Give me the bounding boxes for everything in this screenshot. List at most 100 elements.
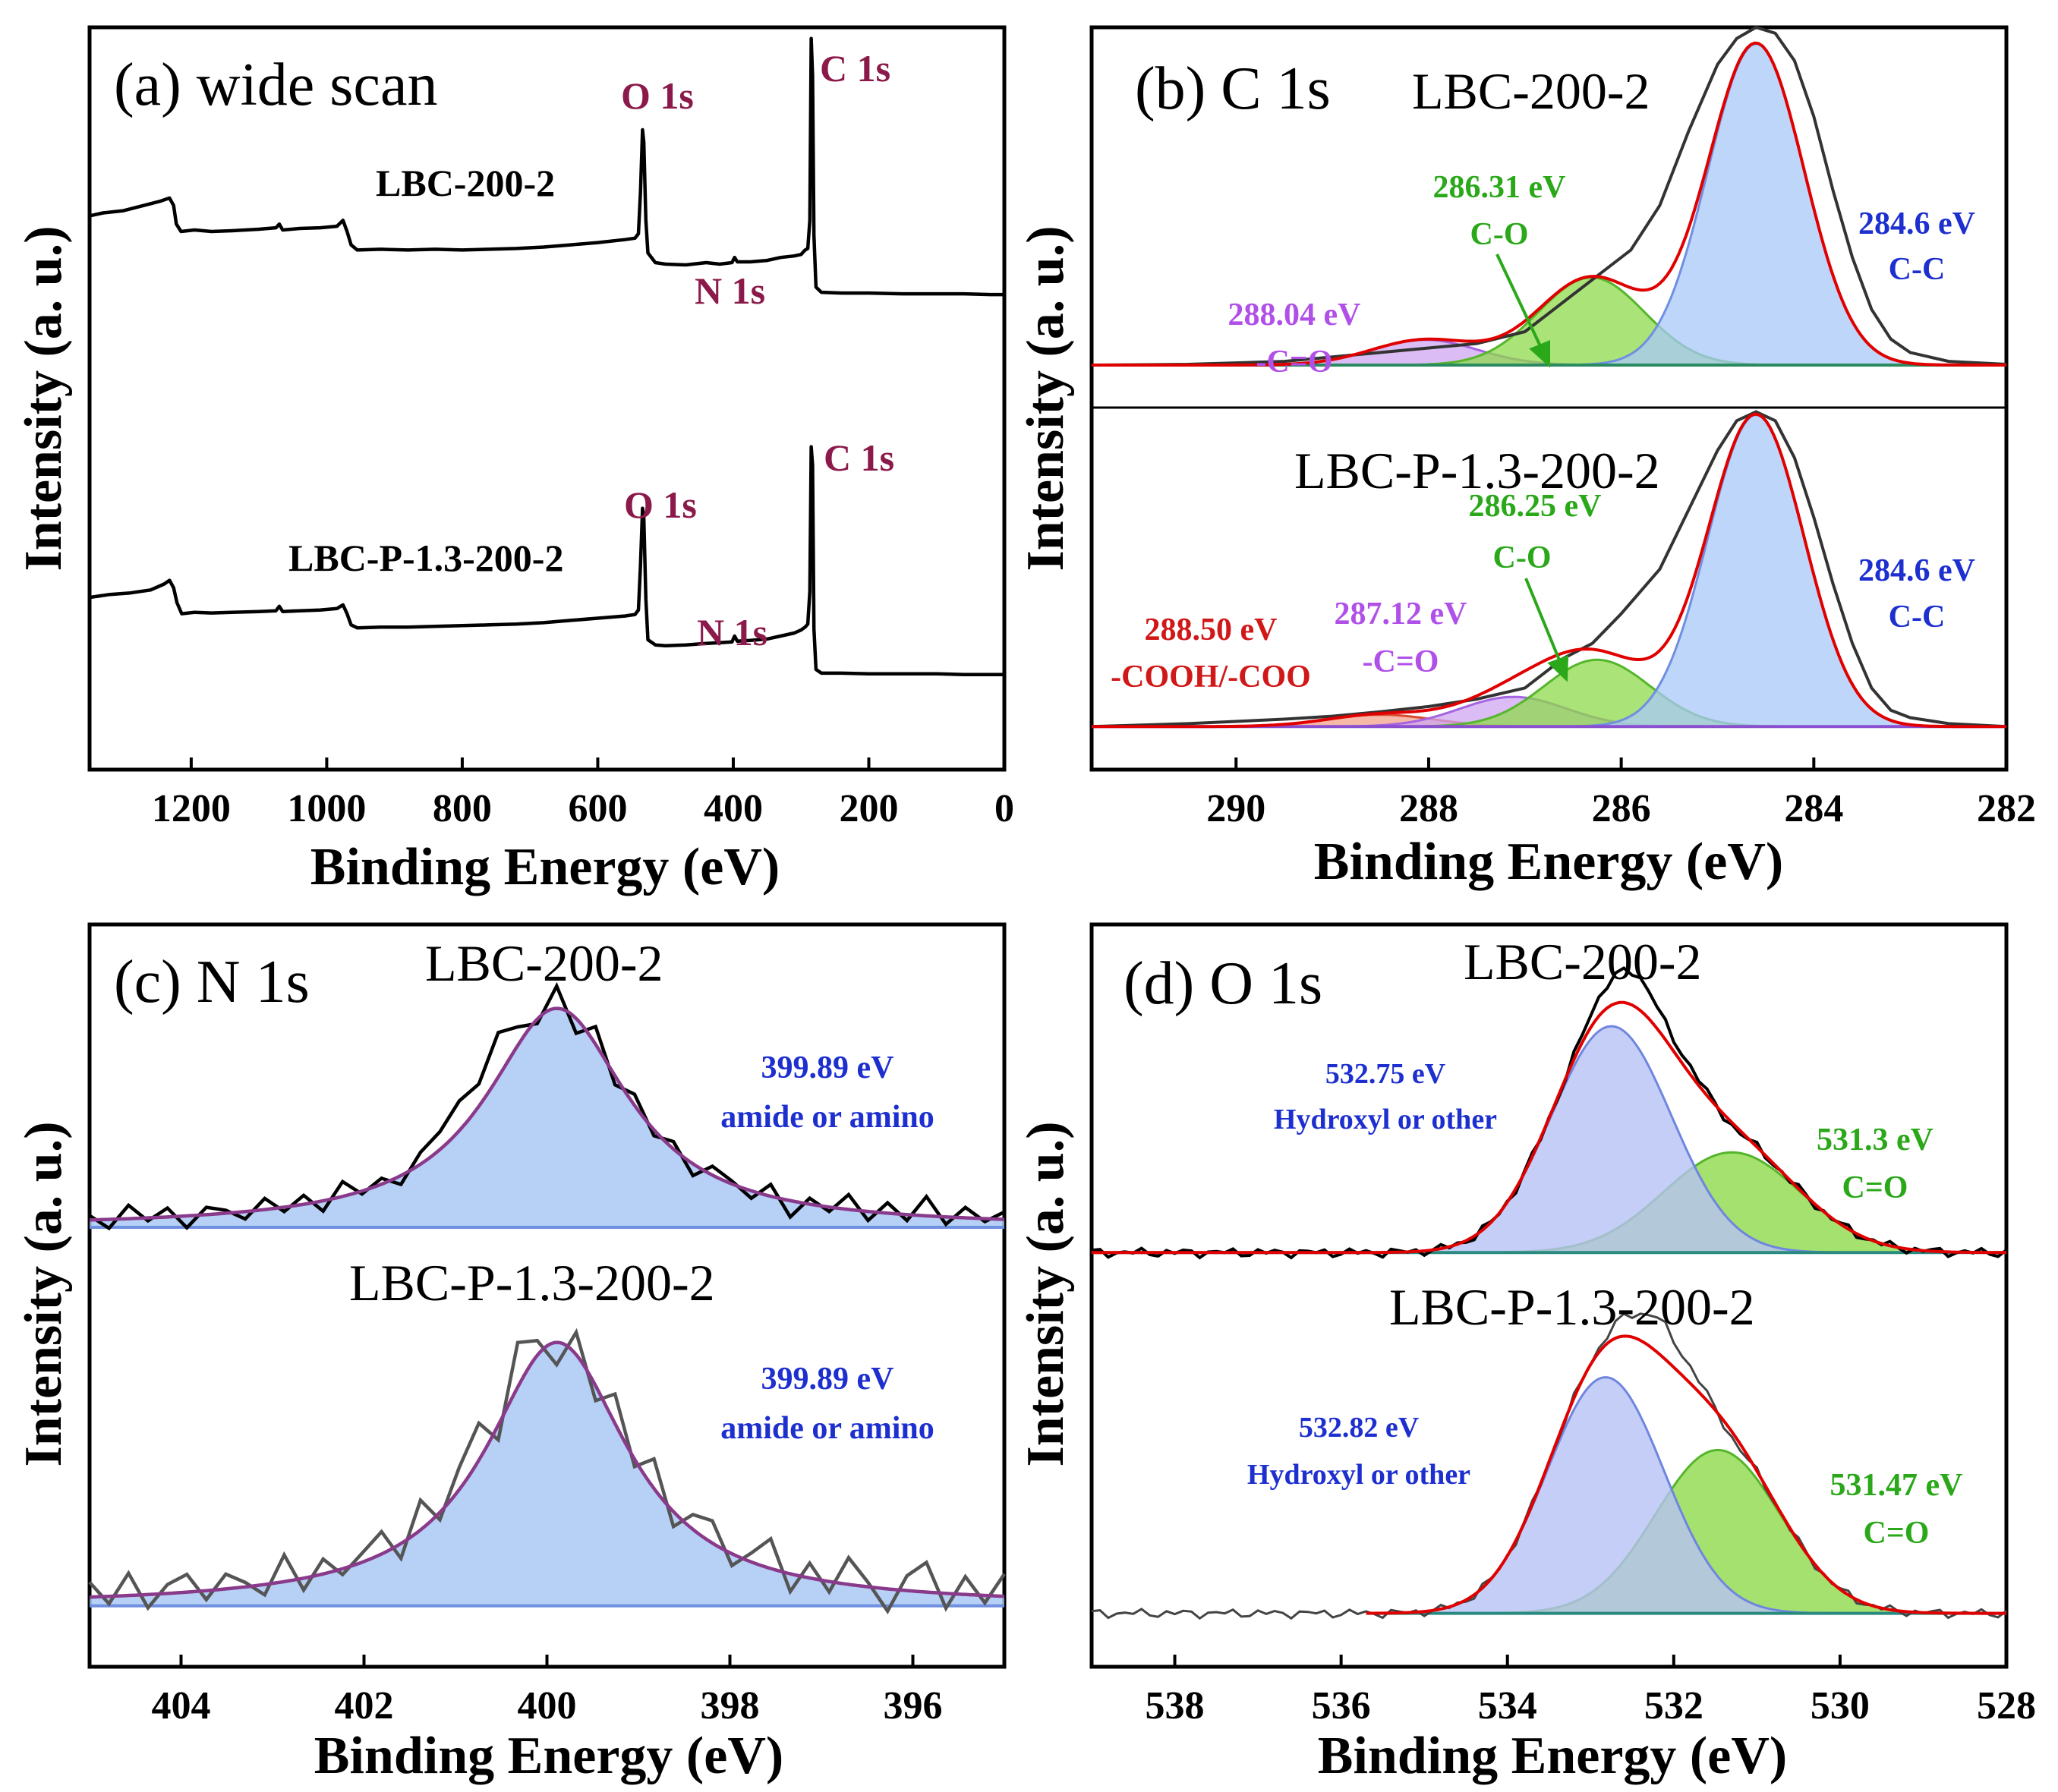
panel-a-label-sample-2: LBC-P-1.3-200-2: [288, 537, 563, 579]
b2-component--COOH/-COO-area: [1092, 714, 2006, 727]
a-xtick-label-4: 400: [704, 787, 763, 830]
b1-cc-energy: 284.6 eV: [1858, 206, 1975, 241]
d2-ceqo-bond: C=O: [1864, 1516, 1930, 1551]
b2-co-arrowhead: [1547, 655, 1569, 682]
panel-b-co-arrows: [1495, 254, 1569, 682]
a-xtick-label-6: 0: [994, 787, 1014, 830]
d2-ceqo-energy: 531.47 eV: [1830, 1468, 1963, 1503]
b1-ceqo-energy: 288.04 eV: [1228, 298, 1361, 332]
d1-envelope-line: [1092, 1000, 2006, 1255]
d-xtick-label-4: 530: [1811, 1684, 1870, 1727]
panel-d-x-ticks: 538 536 534 532 530 528: [1146, 1655, 2036, 1727]
panel-d-sample-1: LBC-200-2: [1464, 933, 1702, 990]
b-xtick-label-1: 288: [1399, 787, 1458, 830]
d1-ceqo-bond: C=O: [1842, 1170, 1908, 1205]
b-xtick-label-2: 286: [1592, 787, 1651, 830]
c-xtick-label-0: 404: [152, 1684, 211, 1727]
d2-oh-bond: Hydroxyl or other: [1247, 1459, 1470, 1491]
b2-cooh-bond: -COOH/-COO: [1111, 660, 1311, 694]
c-xtick-label-2: 400: [518, 1684, 577, 1727]
a-xtick-label-3: 600: [568, 787, 627, 830]
d1-component-Hydroxyl or other-area: [1092, 1026, 2006, 1253]
panel-a-c1s-label-1: C 1s: [820, 47, 890, 90]
b1-raw-line: [1091, 25, 2007, 367]
panel-d-plot-area: [1091, 965, 2008, 1620]
b2-envelope-line: [1092, 412, 2006, 729]
panel-b-ylabel: Intensity (a. u.): [1016, 225, 1075, 571]
a-xtick-label-1: 1000: [287, 787, 366, 830]
b2-co-arrow: [1524, 578, 1562, 663]
d-xtick-label-1: 536: [1312, 1684, 1371, 1727]
a-series-0-line: [89, 36, 1004, 297]
b1-cc-bond: C-C: [1889, 252, 1946, 287]
b2-cc-bond: C-C: [1889, 600, 1946, 635]
c-xtick-label-1: 402: [335, 1684, 394, 1727]
b2-co-energy: 286.25 eV: [1469, 489, 1602, 524]
panel-c-plot-area: [88, 981, 1006, 1615]
panel-b-frame: [1089, 25, 2009, 772]
d1-ceqo-energy: 531.3 eV: [1817, 1123, 1934, 1157]
c2-raw-line: [88, 1327, 1006, 1615]
panel-b-xlabel: Binding Energy (eV): [1314, 833, 1783, 891]
b-xtick-label-0: 290: [1206, 787, 1265, 830]
c-xtick-label-4: 396: [884, 1684, 943, 1727]
d-xtick-label-5: 528: [1977, 1684, 2036, 1727]
b2-raw-line: [1091, 410, 2007, 729]
panel-b-sample-1: LBC-200-2: [1412, 62, 1650, 120]
panel-d-frame: [1089, 922, 2009, 1669]
b1-co-bond: C-O: [1470, 217, 1529, 252]
a-xtick-label-5: 200: [839, 787, 898, 830]
c2-component-area: [90, 1342, 1004, 1606]
c-xtick-label-3: 398: [701, 1684, 760, 1727]
b2-component-C-O-area: [1092, 660, 2006, 727]
b2-cooh-energy: 288.50 eV: [1145, 613, 1278, 647]
b1-component-C-C-area: [1092, 43, 2006, 365]
panel-c-title: (c) N 1s: [114, 949, 310, 1016]
b2-ceqo-bond: -C=O: [1363, 644, 1439, 679]
panel-a-wide-scan: 1200 1000 800 600 400 200 0 (a) wide scan LBC-…: [14, 25, 1014, 896]
panel-a-n1s-label-2: N 1s: [697, 611, 767, 653]
panel-c-ylabel: Intensity (a. u.): [14, 1121, 73, 1466]
d1-component-C=O-area: [1092, 1152, 2006, 1253]
panel-b-title: (b) C 1s: [1135, 55, 1331, 122]
a-xtick-label-2: 800: [433, 787, 492, 830]
panel-a-frame: [87, 25, 1007, 772]
panel-a-c1s-label-2: C 1s: [824, 436, 894, 479]
c1-raw-line: [88, 981, 1005, 1231]
d-xtick-label-2: 534: [1478, 1684, 1537, 1727]
panel-c-sample-1: LBC-200-2: [425, 934, 663, 992]
panel-a-x-ticks: 1200 1000 800 600 400 200 0: [152, 757, 1014, 830]
panel-a-label-sample-1: LBC-200-2: [376, 162, 555, 204]
panel-a-o1s-label-2: O 1s: [624, 483, 697, 526]
b1-ceqo-bond: -C=O: [1256, 345, 1333, 380]
b2-component-C-C-area: [1092, 414, 2006, 727]
b1-co-arrow: [1495, 254, 1543, 348]
panel-a-plot-area: [89, 36, 1004, 677]
panel-b-x-ticks: 290 288 286 284 282: [1206, 757, 2036, 830]
panel-c-x-ticks: 404 402 400 398 396: [152, 1655, 943, 1727]
panel-d-ylabel: Intensity (a. u.): [1016, 1121, 1075, 1466]
panel-c-n1s: 404 402 400 398 396 (c) N 1s LBC-200-2 LBC-P…: [14, 922, 1007, 1785]
b2-cc-energy: 284.6 eV: [1858, 553, 1975, 588]
panel-a-o1s-label-1: O 1s: [621, 74, 694, 117]
b-xtick-label-3: 284: [1784, 787, 1843, 830]
d-xtick-label-0: 538: [1146, 1684, 1205, 1727]
panel-b-plot-area: [1091, 25, 2007, 729]
b1-envelope-line: [1092, 41, 2006, 367]
d-xtick-label-3: 532: [1644, 1684, 1703, 1727]
c1-energy-label: 399.89 eV: [761, 1050, 894, 1085]
d1-oh-energy: 532.75 eV: [1325, 1058, 1446, 1090]
d2-component-Hydroxyl or other-area: [1366, 1377, 2006, 1614]
panel-b-c1s: 290 288 286 284 282 (b) C 1s LBC-200-2 LBC-P…: [1016, 25, 2036, 891]
a-series-1-line: [89, 445, 1004, 677]
c2-energy-label: 399.89 eV: [761, 1362, 894, 1397]
b2-co-bond: C-O: [1493, 540, 1552, 575]
panel-d-xlabel: Binding Energy (eV): [1318, 1727, 1787, 1785]
c2-bond-label: amide or amino: [720, 1411, 934, 1446]
panel-a-ylabel: Intensity (a. u.): [14, 225, 73, 571]
d1-oh-bond: Hydroxyl or other: [1274, 1104, 1497, 1135]
c2-fit-line: [89, 1340, 1005, 1599]
d2-envelope-line: [1366, 1334, 2006, 1615]
panel-d-title: (d) O 1s: [1124, 950, 1322, 1017]
